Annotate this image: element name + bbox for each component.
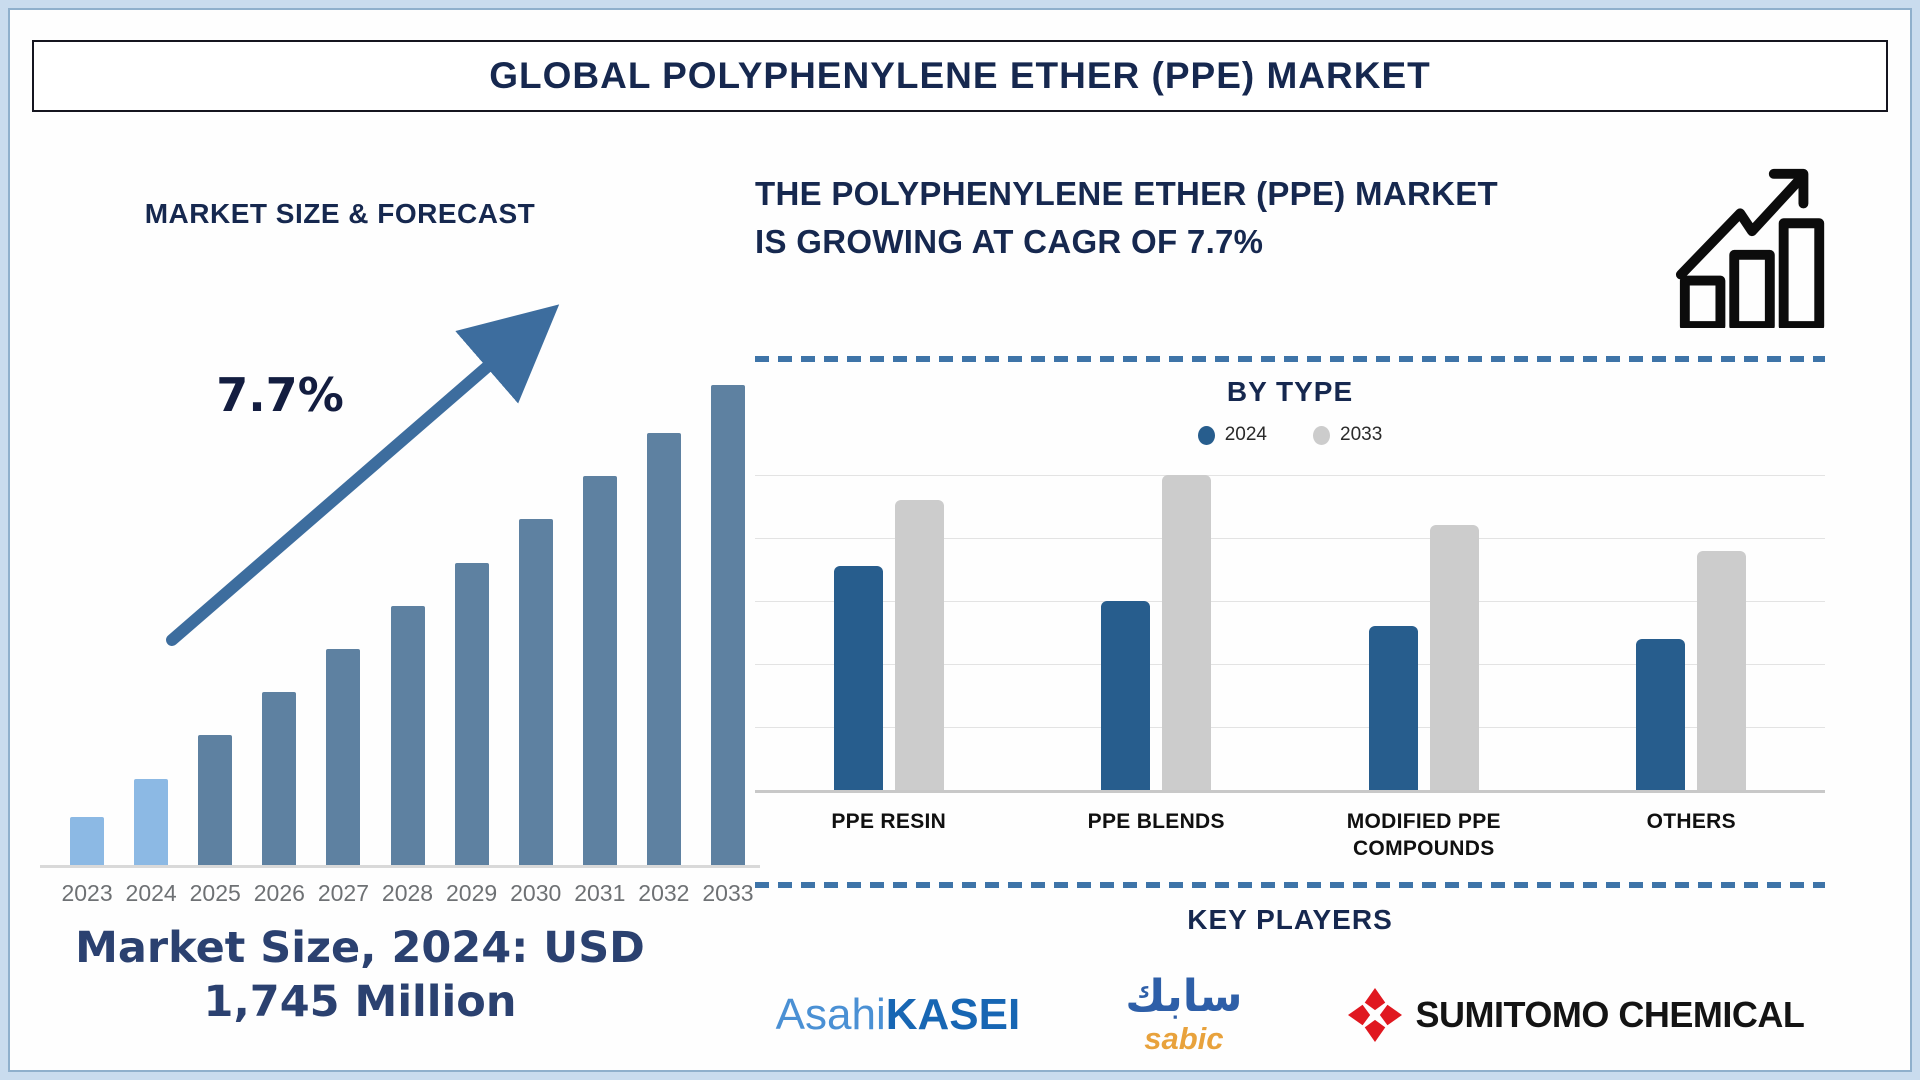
sabic-logo-latin: sabic <box>1144 1021 1224 1056</box>
cagr-statement-line1: THE POLYPHENYLENE ETHER (PPE) MARKET <box>755 175 1499 212</box>
by-type-baseline <box>755 790 1825 793</box>
forecast-bar-2029 <box>454 562 489 865</box>
forecast-bar-col-2032 <box>632 385 696 865</box>
forecast-bar-col-2033 <box>696 385 760 865</box>
gridline <box>755 601 1825 602</box>
by-type-chart <box>755 475 1825 793</box>
sumitomo-chemical-logo: SUMITOMO CHEMICAL <box>1347 987 1805 1042</box>
forecast-bar-2032 <box>646 433 681 865</box>
sumitomo-chemical-logo-text: SUMITOMO CHEMICAL <box>1415 993 1805 1035</box>
year-label-2027: 2027 <box>317 880 369 906</box>
forecast-bar-2023 <box>70 817 105 865</box>
forecast-baseline <box>40 865 760 868</box>
by-type-group-others <box>1558 475 1826 790</box>
by-type-category-labels: PPE RESIN PPE BLENDS MODIFIED PPE COMPOUND… <box>755 808 1825 863</box>
gridline <box>755 664 1825 665</box>
bar-ppe-resin-2024 <box>833 566 883 790</box>
forecast-bar-2031 <box>582 476 617 865</box>
page-frame: GLOBAL POLYPHENYLENE ETHER (PPE) MARKET … <box>8 8 1912 1072</box>
sabic-logo-arabic: سابك <box>1125 971 1243 1022</box>
cagr-statement: THE POLYPHENYLENE ETHER (PPE) MARKET IS … <box>755 170 1690 266</box>
market-size-forecast-panel: MARKET SIZE & FORECAST 7.7% 2023 2024 2025… <box>40 150 760 1065</box>
bar-modified-ppe-compounds-2024 <box>1368 626 1418 790</box>
bar-ppe-resin-2033 <box>894 500 944 790</box>
bar-ppe-blends-2024 <box>1101 601 1151 790</box>
by-type-heading: BY TYPE <box>1226 376 1354 407</box>
market-size-line2: 1,745 Million <box>203 976 517 1027</box>
legend-dot-2024 <box>1197 425 1215 445</box>
dashed-divider-top <box>755 356 1825 362</box>
legend-dot-2033 <box>1313 425 1330 445</box>
forecast-bars <box>55 385 760 865</box>
forecast-heading: MARKET SIZE & FORECAST <box>144 198 536 229</box>
forecast-bar-col-2030 <box>504 385 568 865</box>
forecast-bar-2030 <box>518 519 553 865</box>
red-diamond-flower-icon <box>1347 987 1402 1042</box>
market-size-line1: Market Size, 2024: USD <box>75 923 645 973</box>
bar-chart-trending-up-icon <box>1675 168 1825 328</box>
gridline <box>755 727 1825 728</box>
category-label-ppe-resin: PPE RESIN <box>831 810 947 833</box>
year-label-2024: 2024 <box>125 880 177 906</box>
cagr-statement-line2: IS GROWING AT CAGR OF 7.7% <box>755 222 1264 260</box>
asahi-kasei-logo-bold: KASEI <box>885 989 1021 1039</box>
cagr-label: 7.7% <box>216 368 344 422</box>
right-panel: THE POLYPHENYLENE ETHER (PPE) MARKET IS … <box>755 160 1867 1075</box>
by-type-groups <box>755 475 1825 790</box>
year-label-2029: 2029 <box>446 880 498 906</box>
by-type-group-ppe-resin <box>755 475 1023 790</box>
forecast-bar-col-2023 <box>55 385 119 865</box>
asahi-kasei-logo: AsahiKASEI <box>776 990 1021 1040</box>
page-title: GLOBAL POLYPHENYLENE ETHER (PPE) MARKET <box>489 55 1431 96</box>
forecast-bar-col-2029 <box>440 385 504 865</box>
year-label-2023: 2023 <box>61 880 113 906</box>
forecast-years: 2023 2024 2025 2026 2027 2028 2029 2030 2031 2032… <box>55 880 760 907</box>
dashed-divider-bottom <box>755 882 1825 888</box>
forecast-bar-2027 <box>326 649 361 865</box>
legend-label-2024: 2024 <box>1224 424 1267 445</box>
growth-trend-arrow-icon <box>166 304 560 646</box>
category-label-others: OTHERS <box>1646 810 1736 833</box>
market-size-callout: Market Size, 2024: USD 1,745 Million <box>45 922 675 1030</box>
gridline <box>755 475 1825 476</box>
year-label-2025: 2025 <box>189 880 241 906</box>
bar-modified-ppe-compounds-2033 <box>1429 525 1479 790</box>
year-label-2032: 2032 <box>638 880 690 906</box>
by-type-group-modified-ppe-compounds <box>1290 475 1558 790</box>
legend-item-2024: 2024 <box>1197 424 1267 446</box>
category-label-modified-ppe-compounds: MODIFIED PPE COMPOUNDS <box>1346 810 1501 861</box>
key-players-heading: KEY PLAYERS <box>1187 904 1393 935</box>
forecast-bar-col-2027 <box>311 385 375 865</box>
legend-item-2033: 2033 <box>1313 424 1382 446</box>
legend-label-2033: 2033 <box>1340 424 1383 445</box>
bar-ppe-blends-2033 <box>1162 475 1212 790</box>
forecast-bar-2033 <box>710 385 745 865</box>
forecast-bar-2028 <box>390 605 425 865</box>
sabic-logo: سابك sabic <box>1125 971 1243 1056</box>
year-label-2026: 2026 <box>253 880 305 906</box>
by-type-legend: 2024 2033 <box>755 424 1825 446</box>
forecast-bar-col-2026 <box>247 385 311 865</box>
forecast-bar-col-2028 <box>375 385 439 865</box>
forecast-bar-2025 <box>198 735 233 865</box>
forecast-bar-col-2025 <box>183 385 247 865</box>
key-players-logos: AsahiKASEI سابك sabic SUMI <box>755 952 1825 1077</box>
by-type-group-ppe-blends <box>1023 475 1291 790</box>
year-label-2031: 2031 <box>574 880 626 906</box>
forecast-bar-col-2024 <box>119 385 183 865</box>
forecast-bar-col-2031 <box>568 385 632 865</box>
bar-others-2024 <box>1636 638 1686 790</box>
year-label-2028: 2028 <box>381 880 434 906</box>
title-banner: GLOBAL POLYPHENYLENE ETHER (PPE) MARKET <box>32 40 1888 112</box>
bar-others-2033 <box>1697 550 1747 790</box>
gridline <box>755 538 1825 539</box>
year-label-2033: 2033 <box>702 880 754 906</box>
asahi-kasei-logo-regular: Asahi <box>775 989 886 1039</box>
year-label-2030: 2030 <box>510 880 562 906</box>
forecast-bar-2024 <box>134 778 169 865</box>
category-label-ppe-blends: PPE BLENDS <box>1087 810 1225 833</box>
forecast-bar-2026 <box>262 692 297 865</box>
